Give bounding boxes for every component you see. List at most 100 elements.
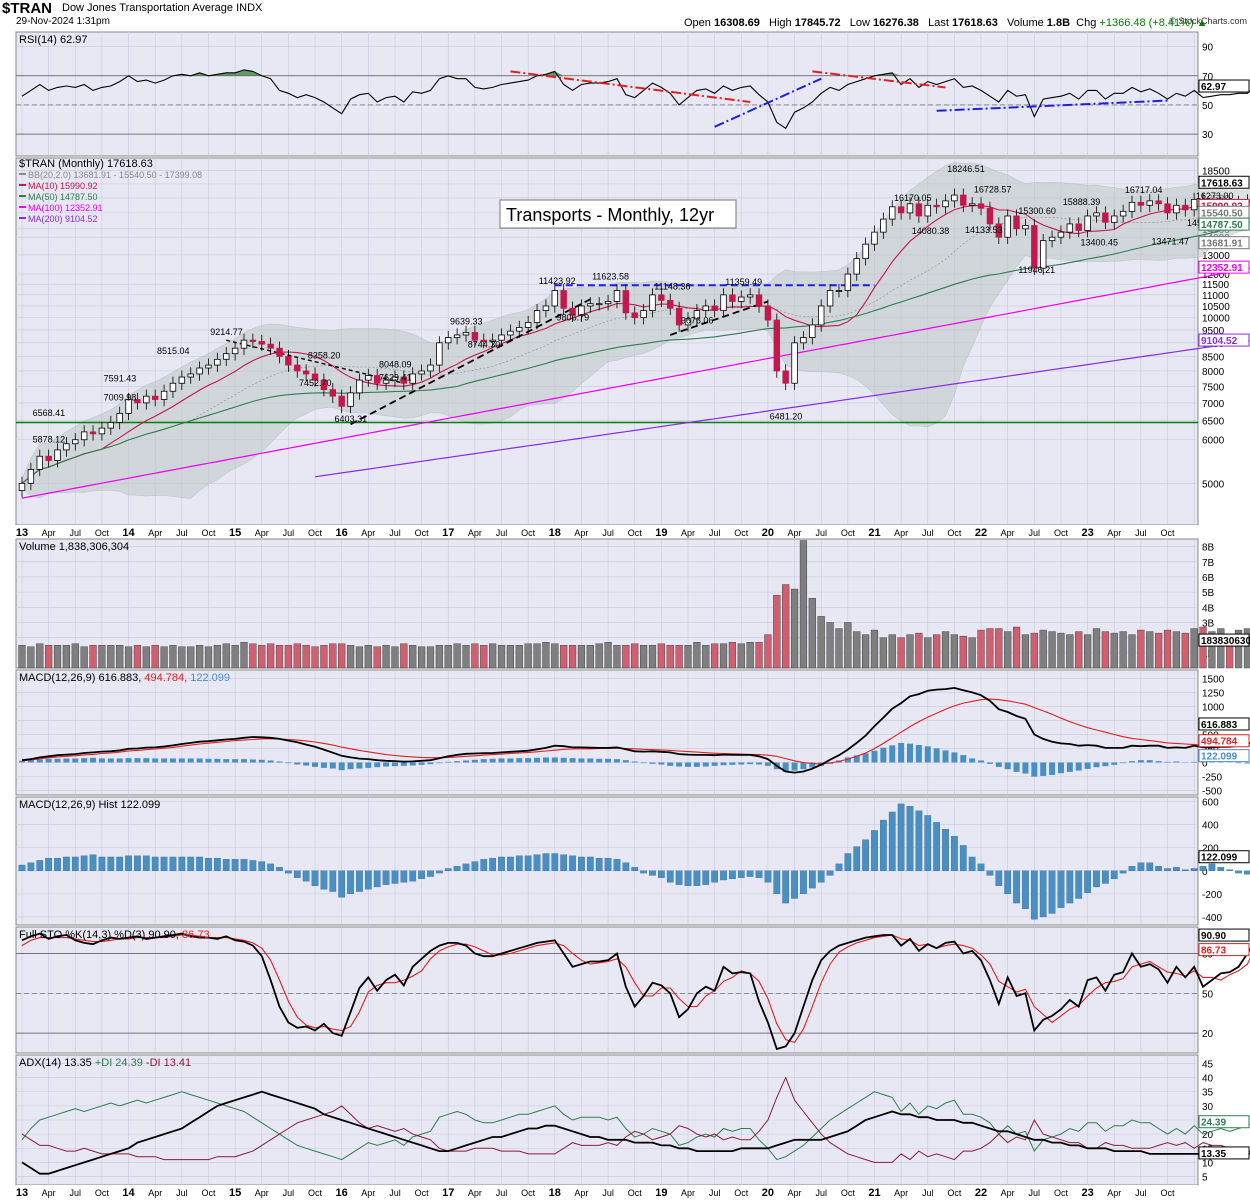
adx-title-main: ADX(14) 13.35 <box>19 1057 95 1069</box>
rsi-blue-trendline <box>936 99 1168 112</box>
macd-axis-tick: -500 <box>1202 787 1222 798</box>
volume-bar <box>267 643 275 669</box>
candle-body <box>1182 204 1189 211</box>
x-axis-label: Apr <box>894 528 908 538</box>
hist-bar <box>169 856 177 871</box>
candle-body <box>205 364 212 369</box>
macd-hist-bar <box>98 758 105 763</box>
candle-body <box>533 310 541 323</box>
x-axis-label: 17 <box>442 527 454 539</box>
macd-line <box>21 686 1250 774</box>
macd-hist-bar <box>1120 762 1127 764</box>
volume-bar <box>737 643 745 669</box>
price-annotation: 7009.98 <box>104 393 137 403</box>
macd-hist-bar <box>933 748 940 763</box>
hist-axis-tick: 600 <box>1202 798 1219 809</box>
macd-hist-bar <box>365 762 372 768</box>
candle-up <box>1119 204 1127 223</box>
macd-hist-bar <box>1235 762 1242 764</box>
candle-down <box>729 288 736 309</box>
volume-bar <box>169 645 177 669</box>
candle-up <box>356 373 363 400</box>
candle-up <box>143 389 150 410</box>
value-label-box <box>1198 260 1250 274</box>
candle-body <box>649 294 656 311</box>
candle-body <box>587 303 594 307</box>
high-value: 17845.72 <box>794 17 841 29</box>
value-label-box <box>1198 333 1250 347</box>
macd-hist-bar <box>1173 761 1180 763</box>
candle-body <box>1040 240 1047 269</box>
hist-bar <box>1208 863 1216 871</box>
candle-body <box>125 399 132 414</box>
hist-bar <box>951 836 958 871</box>
macd-hist-bar <box>605 758 612 763</box>
open-value: 16308.69 <box>713 17 760 29</box>
volume-bar <box>764 634 772 669</box>
hist-bar <box>258 861 266 871</box>
legend-ma200: MA(200) 9104.52 <box>28 214 98 224</box>
value-label-box <box>1198 633 1250 647</box>
candle-up <box>445 330 452 350</box>
candle-body <box>1022 225 1029 230</box>
candle-up <box>347 386 354 414</box>
x-axis-label-bottom: 20 <box>762 1187 774 1199</box>
hist-bar <box>1039 870 1047 918</box>
rsi-red-trendline <box>812 70 946 89</box>
candle-up <box>196 361 203 381</box>
candle-down <box>89 425 97 441</box>
volume-bar <box>187 646 195 669</box>
candle-body <box>436 342 443 366</box>
macd-hist-bar <box>507 758 514 763</box>
volume-bar <box>1243 628 1250 669</box>
x-axis-label-bottom: 23 <box>1081 1187 1093 1199</box>
hist-bar <box>1013 870 1020 904</box>
volume-bar <box>453 643 461 669</box>
uptrend-line <box>669 300 769 336</box>
volume-axis-tick: 5B <box>1202 588 1215 599</box>
macd-panel <box>15 669 1199 796</box>
candle-up <box>1173 198 1180 220</box>
volume-bar <box>89 645 97 669</box>
hist-bar <box>134 855 141 871</box>
candle-body <box>1004 215 1011 238</box>
volume-bar <box>853 631 861 669</box>
hist-bar <box>977 863 985 871</box>
candle-up <box>613 283 621 309</box>
x-axis-label: Apr <box>1001 528 1015 538</box>
volume-bar <box>524 643 532 669</box>
macd-hist-bar <box>107 758 114 763</box>
candle-down <box>285 349 292 372</box>
candle-up <box>462 325 470 342</box>
candle-body <box>596 303 603 306</box>
hist-bar <box>471 861 479 871</box>
candle-body <box>622 290 630 314</box>
chg-label: Chg <box>1076 17 1097 29</box>
adx-pdi-label: 24.39 <box>1201 1118 1226 1129</box>
hist-bar <box>54 857 61 871</box>
hist-bar <box>436 870 443 874</box>
candle-body <box>880 218 887 233</box>
price-axis-tick: 8000 <box>1202 367 1225 378</box>
candle-up <box>826 283 834 313</box>
adx-line <box>21 1090 1250 1175</box>
volume-bar <box>284 645 293 669</box>
hist-bar <box>222 859 230 871</box>
hist-bar <box>214 857 221 871</box>
x-axis-label-bottom: 19 <box>655 1187 667 1199</box>
hist-bar <box>613 859 621 871</box>
candle-body <box>1048 236 1056 242</box>
price-value-label: 12352.91 <box>1201 263 1243 274</box>
candle-body <box>89 431 97 435</box>
volume-axis-tick: 6B <box>1202 573 1215 584</box>
hist-bar <box>27 862 35 871</box>
macd-hist-bar <box>551 757 558 763</box>
macd-hist-bar <box>143 758 150 763</box>
hist-bar <box>533 854 541 871</box>
volume-bar <box>746 642 754 669</box>
x-axis-label-bottom: Jul <box>922 1188 934 1198</box>
candle-down <box>986 201 994 231</box>
x-axis-label-bottom: 13 <box>16 1187 28 1199</box>
price-value-label: 17618.63 <box>1201 178 1243 189</box>
macd-hist-bar <box>578 758 585 763</box>
